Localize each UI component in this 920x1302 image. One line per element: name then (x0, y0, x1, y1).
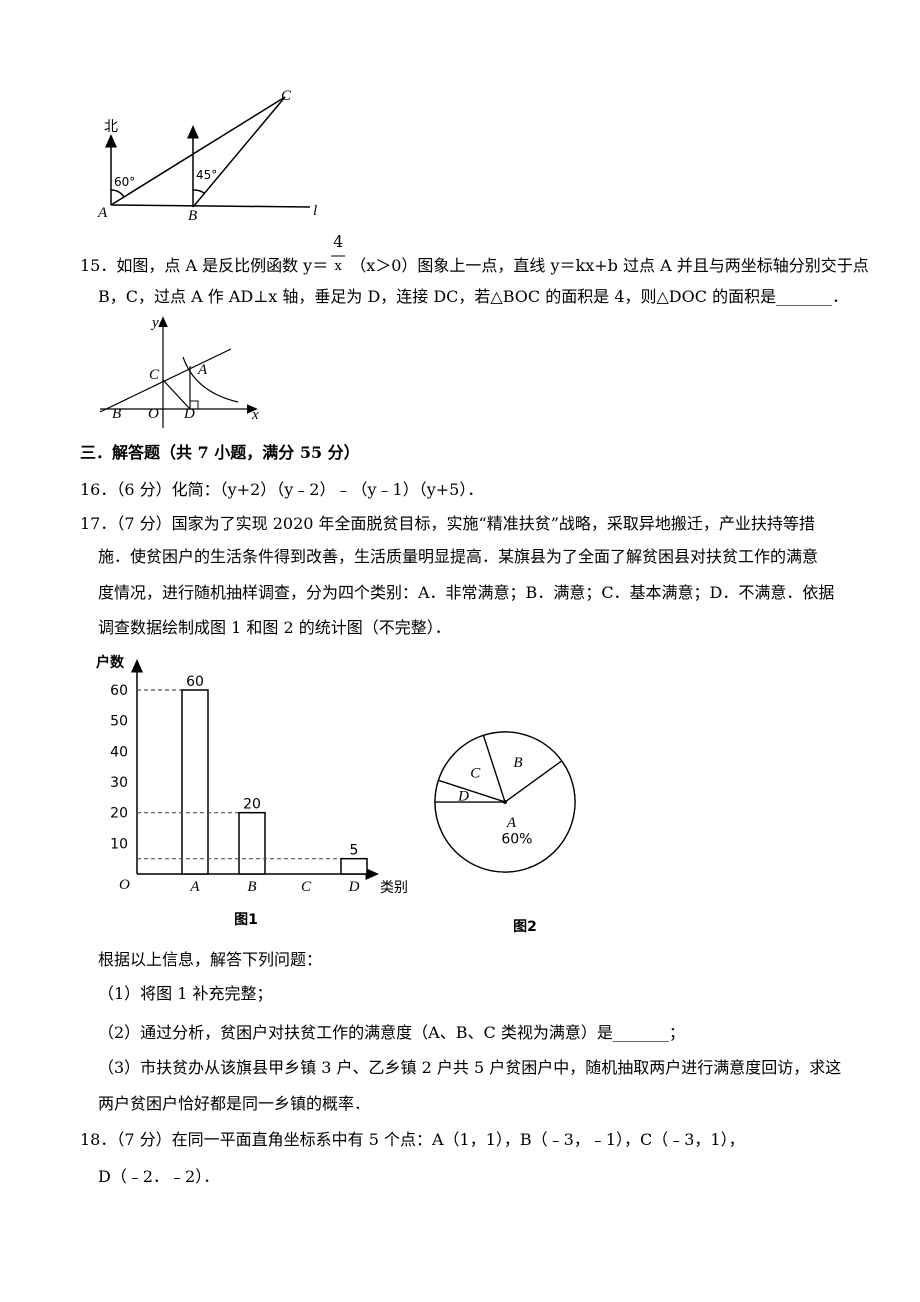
label: B (188, 208, 197, 224)
line-bc (99, 348, 232, 413)
right-angle (189, 400, 199, 410)
pie-center (503, 800, 507, 804)
figure-top: 北 60° 45° A B C l (97, 88, 317, 224)
section-heading: 三．解答题（共 7 小题，满分 55 分） (80, 443, 360, 462)
curve (182, 356, 239, 403)
label: C (149, 367, 160, 383)
question-text: 17．（7 分）国家为了实现 2020 年全面脱贫目标，实施“精准扶贫”战略，采… (80, 514, 815, 533)
slice-label: D (457, 788, 469, 804)
label: C (281, 88, 292, 104)
slice-label: B (513, 755, 522, 771)
question-text: （1）将图 1 补充完整； (98, 984, 273, 1003)
x-tick-label: C (301, 879, 312, 895)
value-label: 5 (350, 843, 359, 859)
pie-slice (434, 759, 576, 873)
segment-cd (162, 379, 191, 410)
bar (181, 689, 209, 875)
slice-value-label: 60% (501, 832, 532, 848)
label: l (313, 203, 317, 219)
origin: O (119, 877, 130, 893)
fraction-denominator: x (335, 259, 343, 274)
bar (238, 811, 266, 875)
slice-label: A (506, 815, 517, 831)
axis-title: 户数 (96, 654, 125, 671)
question-text: D（﹣2．﹣2）． (98, 1167, 219, 1186)
y-tick-label: 50 (110, 714, 128, 730)
label: 45° (196, 168, 217, 182)
angle-arc (192, 189, 205, 194)
question-text: 18．（7 分）在同一平面直角坐标系中有 5 个点：A（1，1），B（﹣3，﹣1… (80, 1130, 745, 1149)
bar-chart: 户数 O 类别 图1 10 20 30 40 50 60 A 60 B 20 C D 5 (96, 654, 408, 928)
angle-arc (110, 189, 125, 198)
y-tick-label: 10 (110, 836, 128, 852)
question-text: （2）通过分析，贫困户对扶贫工作的满意度（A、B、C 类视为满意）是______… (98, 1023, 685, 1042)
label: A (97, 205, 108, 221)
y-tick-label: 60 (110, 683, 128, 699)
pie-chart: A60% B CD 图2 (434, 731, 576, 935)
question-text: 16．（6 分）化简：（y+2）（y﹣2）﹣（y﹣1）（y+5）． (80, 480, 483, 499)
x-tick-label: D (348, 879, 360, 895)
y-tick-label: 40 (110, 744, 128, 760)
question-text: （3）市扶贫办从该旗县甲乡镇 3 户、乙乡镇 2 户共 5 户贫困户中，随机抽取… (98, 1058, 841, 1077)
question-text: 施．使贫困户的生活条件得到改善，生活质量明显提高．某旗县为了全面了解贫困县对扶贫… (98, 547, 818, 566)
label: 60° (114, 175, 135, 189)
question-text: 15．如图，点 A 是反比例函数 y＝ (80, 256, 328, 275)
label: D (183, 406, 195, 422)
caption: 图1 (234, 912, 258, 928)
y-tick-label: 20 (110, 806, 128, 822)
fraction-numerator: 4 (333, 232, 343, 251)
question-text: （x＞0）图象上一点，直线 y＝kx+b 过点 A 并且与两坐标轴分别交于点 (350, 256, 869, 275)
value-label: 20 (243, 797, 261, 813)
caption: 图2 (513, 919, 537, 935)
figure-q15: y x C A B O D (99, 315, 259, 428)
line-bc (192, 96, 286, 208)
axis-title: 类别 (380, 880, 408, 896)
label: y (150, 315, 159, 331)
question-text: 度情况，进行随机抽样调查，分为四个类别：A．非常满意；B．满意；C．基本满意；D… (98, 583, 834, 602)
question-text: B，C，过点 A 作 AD⊥x 轴，垂足为 D，连接 DC，若△BOC 的面积是… (98, 287, 848, 306)
pie-slice (482, 731, 563, 804)
question-text: 调查数据绘制成图 1 和图 2 的统计图（不完整）． (98, 618, 451, 637)
label: A (197, 362, 208, 378)
label: 北 (104, 119, 118, 135)
label: O (148, 406, 159, 422)
label: x (251, 407, 259, 423)
value-label: 60 (186, 674, 204, 690)
bar (340, 857, 368, 875)
slice-label: C (470, 765, 481, 781)
y-tick-label: 30 (110, 775, 128, 791)
question-text: 两户贫困户恰好都是同一乡镇的概率． (98, 1094, 370, 1113)
label: B (112, 406, 121, 422)
x-tick-label: A (189, 879, 200, 895)
line-l (110, 204, 311, 208)
pie-slice (434, 779, 506, 803)
question-text: 根据以上信息，解答下列问题： (98, 950, 322, 969)
x-tick-label: B (247, 879, 256, 895)
line-ac (110, 96, 286, 206)
